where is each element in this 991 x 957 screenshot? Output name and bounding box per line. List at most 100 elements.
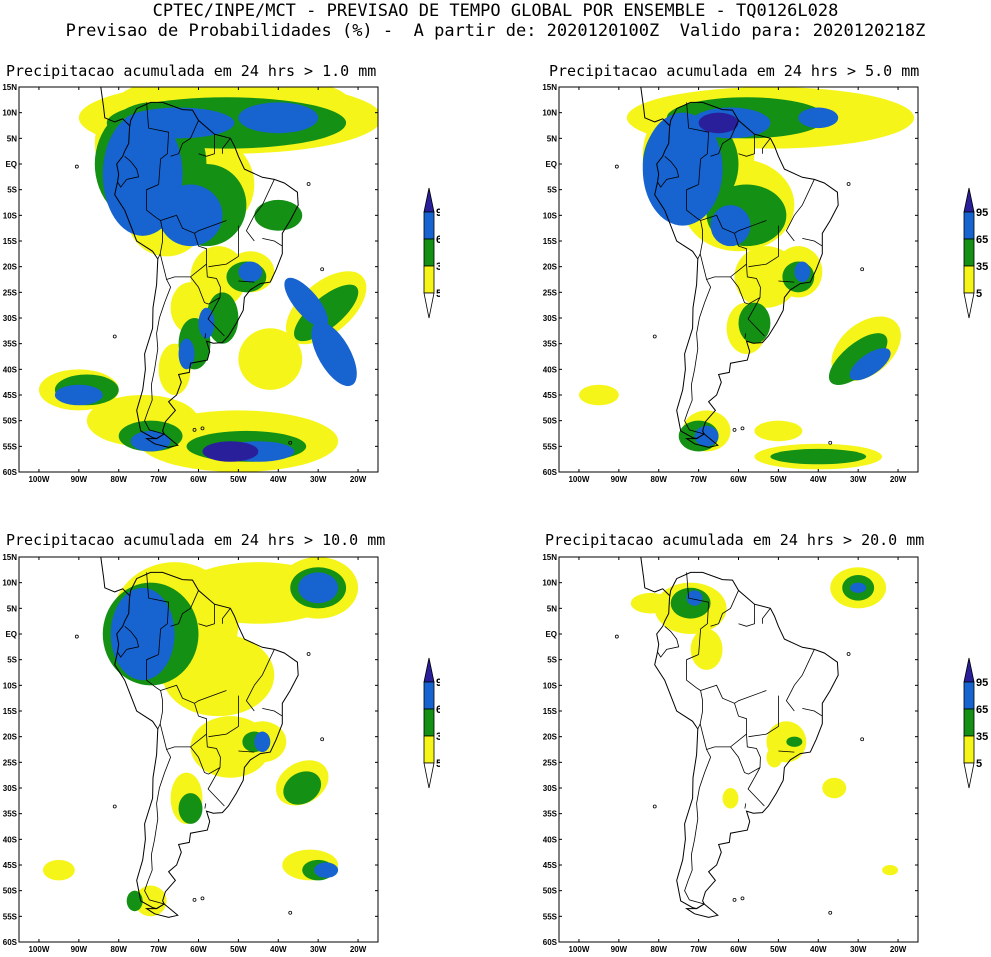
lat-tick-label: 40S — [543, 835, 558, 844]
lat-tick-label: 50S — [543, 417, 558, 426]
lat-tick-label: 20S — [543, 263, 558, 272]
island — [740, 896, 745, 901]
lat-tick-label: 5N — [547, 604, 557, 613]
lat-tick-label: 5S — [7, 656, 17, 665]
lat-tick-label: EQ — [545, 630, 557, 639]
south-america-coastline — [654, 571, 839, 910]
lat-tick-label: 10N — [542, 109, 557, 118]
country-border — [761, 608, 771, 624]
island — [732, 898, 737, 902]
probability-contour — [284, 277, 329, 328]
central-america-coastline — [99, 87, 130, 126]
lon-tick-label: 70W — [690, 475, 707, 484]
country-border — [686, 572, 710, 655]
island — [74, 164, 79, 169]
lat-tick-label: EQ — [545, 160, 557, 169]
colorbar-label: 95 — [976, 207, 988, 219]
central-america-coastline — [99, 557, 130, 596]
lat-tick-label: 35S — [3, 810, 18, 819]
country-border — [684, 749, 712, 905]
lon-tick-label: 40W — [270, 475, 287, 484]
map-panel-20mm: 15N 10N 5N EQ 5S 10S 15S 20S 25S 30S 35S 40S 45S 50S 5… — [542, 553, 988, 954]
lon-tick-label: 70W — [150, 945, 167, 954]
island — [112, 334, 117, 339]
lat-tick-label: EQ — [5, 160, 17, 169]
tierra-del-fuego-coastline — [144, 433, 179, 448]
country-border — [699, 214, 747, 281]
probability-contour — [850, 582, 867, 593]
probability-contour — [238, 328, 303, 390]
colorbar: 95 65 35 5 — [963, 187, 988, 319]
island — [860, 267, 865, 272]
probability-contour — [798, 107, 839, 129]
lat-tick-label: 15S — [543, 237, 558, 246]
lat-tick-label: 25S — [3, 288, 18, 297]
lon-tick-label: 80W — [110, 945, 127, 954]
south-america-coastline — [114, 571, 299, 910]
island — [192, 898, 197, 902]
country-border — [761, 138, 771, 154]
lon-tick-label: 70W — [150, 475, 167, 484]
lon-tick-label: 50W — [770, 945, 787, 954]
lon-tick-label: 60W — [730, 945, 747, 954]
lon-tick-label: 40W — [270, 945, 287, 954]
lat-tick-label: 50S — [3, 887, 18, 896]
lon-tick-label: 30W — [310, 945, 327, 954]
probability-contour — [738, 302, 771, 344]
lat-tick-label: 15N — [542, 83, 557, 92]
colorbar-label: 95 — [436, 207, 440, 219]
country-border — [117, 625, 140, 658]
probability-contour — [794, 261, 811, 283]
island — [192, 428, 197, 432]
country-border — [221, 138, 231, 154]
country-border — [238, 750, 255, 753]
country-border — [146, 102, 170, 185]
lon-tick-label: 30W — [850, 945, 867, 954]
lon-tick-label: 20W — [350, 945, 367, 954]
country-border — [686, 654, 704, 730]
lat-tick-label: 25S — [543, 288, 558, 297]
country-border — [785, 179, 815, 242]
south-america-coastline — [114, 101, 299, 440]
country-border — [657, 625, 680, 658]
lat-tick-label: 45S — [3, 861, 18, 870]
country-border — [238, 280, 255, 283]
probability-contour — [630, 592, 671, 614]
colorbar-label: 5 — [976, 288, 982, 300]
colorbar-label: 65 — [436, 234, 440, 246]
lon-tick-label: 70W — [690, 945, 707, 954]
probability-contour — [238, 261, 263, 283]
country-border — [734, 220, 767, 234]
island — [320, 737, 325, 742]
colorbar-label: 95 — [436, 677, 440, 689]
colorbar-label: 65 — [976, 234, 988, 246]
island — [200, 896, 205, 901]
probability-contour — [690, 628, 723, 670]
lat-tick-label: 40S — [3, 365, 18, 374]
probability-contour — [766, 746, 783, 768]
lat-tick-label: 10S — [3, 681, 18, 690]
map-background — [559, 557, 918, 942]
country-border — [208, 695, 239, 738]
central-america-coastline — [639, 87, 670, 126]
lon-tick-label: 50W — [230, 475, 247, 484]
probability-contour — [686, 590, 703, 606]
island — [860, 737, 865, 742]
lat-tick-label: 60S — [543, 468, 558, 477]
panel-title-20mm: Precipitacao acumulada em 24 hrs > 20.0 … — [545, 531, 925, 549]
lat-tick-label: 10N — [2, 579, 17, 588]
lon-tick-label: 30W — [310, 475, 327, 484]
country-border — [204, 333, 207, 339]
lon-tick-label: 90W — [71, 475, 88, 484]
country-border — [778, 280, 795, 283]
colorbar-label: 65 — [976, 704, 988, 716]
lat-tick-label: 10S — [3, 211, 18, 220]
island — [732, 428, 737, 432]
country-border — [686, 184, 704, 260]
probability-contour — [42, 859, 75, 881]
colorbar-label: 65 — [436, 704, 440, 716]
country-border — [710, 590, 739, 627]
lon-tick-label: 100W — [568, 475, 589, 484]
colorbar: 95 65 35 5 — [423, 187, 440, 319]
lat-tick-label: 15N — [2, 553, 17, 562]
